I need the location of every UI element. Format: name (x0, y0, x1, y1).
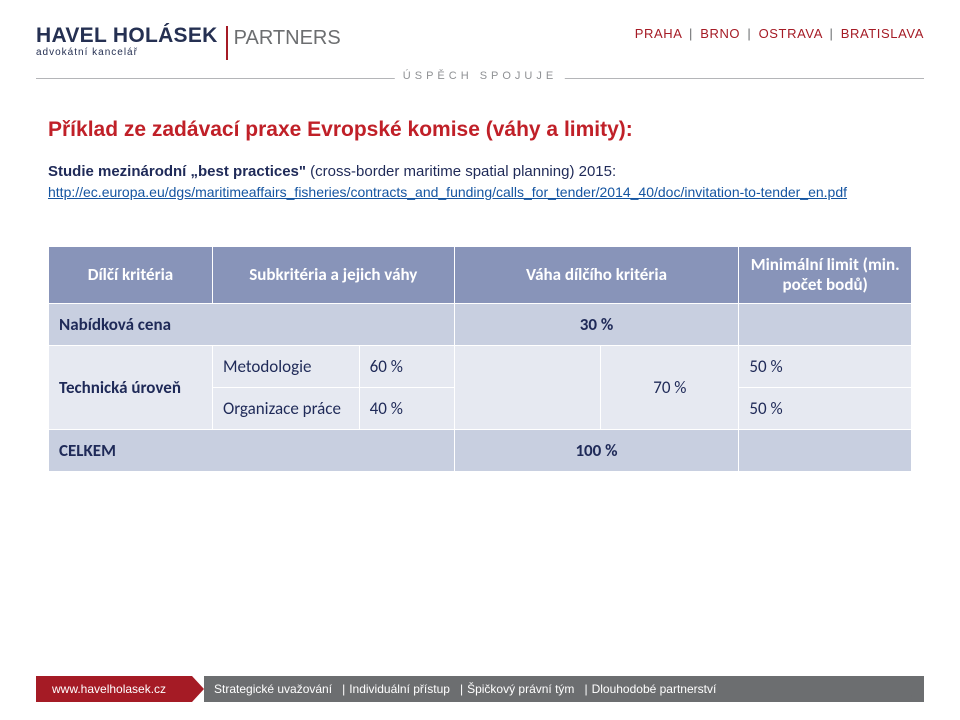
cell-min2: 50 % (739, 387, 912, 429)
study-prefix: Studie mezinárodní (48, 163, 191, 180)
page-number: 5 (909, 690, 916, 704)
cell-nabidka-empty (739, 303, 912, 345)
header-cities: PRAHA | BRNO | OSTRAVA | BRATISLAVA (635, 26, 924, 41)
city-sep: | (747, 26, 751, 41)
table-header-row: Dílčí kritéria Subkritéria a jejich váhy… (49, 247, 912, 303)
row-nabidkova-cena: Nabídková cena 30 % (49, 303, 912, 345)
footer-value: Dlouhodobé partnerství (592, 682, 717, 696)
cell-sub1-w: 60 % (359, 345, 454, 387)
cell-sub1-name: Metodologie (212, 345, 359, 387)
footer-value: Špičkový právní tým (467, 682, 574, 696)
criteria-table: Dílčí kritéria Subkritéria a jejich váhy… (48, 246, 912, 471)
cell-nabidka-weight: 30 % (454, 303, 739, 345)
footer-sep: | (460, 682, 463, 696)
th-col1: Dílčí kritéria (49, 247, 213, 303)
logo-subtitle: advokátní kancelář (36, 47, 218, 58)
footer-chevron-icon (192, 676, 204, 702)
city: BRATISLAVA (841, 26, 924, 41)
row-total: CELKEM 100 % (49, 429, 912, 471)
row-tech-1: Technická úroveň Metodologie 60 % 70 % 5… (49, 345, 912, 387)
cell-sub2-w: 40 % (359, 387, 454, 429)
footer-value: Strategické uvažování (214, 682, 332, 696)
footer-value: Individuální přístup (349, 682, 450, 696)
cell-total-empty (739, 429, 912, 471)
cell-nabidka-label: Nabídková cena (49, 303, 455, 345)
cell-sub2-name: Organizace práce (212, 387, 359, 429)
source-link[interactable]: http://ec.europa.eu/dgs/maritimeaffairs_… (48, 184, 847, 200)
study-quoted: „best practices" (191, 163, 307, 180)
city-sep: | (829, 26, 833, 41)
cell-tech-gap (454, 345, 601, 429)
cell-total-value: 100 % (454, 429, 739, 471)
cell-tech-label: Technická úroveň (49, 345, 213, 429)
page-title: Příklad ze zadávací praxe Evropské komis… (48, 118, 912, 142)
cell-tech-weight: 70 % (601, 345, 739, 429)
logo-divider (226, 26, 228, 60)
cell-total-label: CELKEM (49, 429, 455, 471)
footer: www.havelholasek.cz Strategické uvažován… (0, 676, 960, 702)
city-sep: | (689, 26, 693, 41)
th-col4: Minimální limit (min. počet bodů) (739, 247, 912, 303)
logo-partners: PARTNERS (234, 27, 341, 50)
city: PRAHA (635, 26, 682, 41)
footer-url[interactable]: www.havelholasek.cz (36, 676, 192, 702)
study-paragraph: Studie mezinárodní „best practices" (cro… (48, 162, 912, 183)
th-col3: Váha dílčího kritéria (454, 247, 739, 303)
footer-values: Strategické uvažování | Individuální pří… (204, 676, 924, 702)
slogan-text: ÚSPĚCH SPOJUJE (395, 70, 565, 82)
footer-sep: | (342, 682, 345, 696)
study-suffix: (cross-border maritime spatial planning)… (306, 163, 616, 180)
th-col2: Subkritéria a jejich váhy (212, 247, 454, 303)
footer-sep: | (584, 682, 587, 696)
cell-min1: 50 % (739, 345, 912, 387)
city: OSTRAVA (759, 26, 823, 41)
city: BRNO (700, 26, 740, 41)
logo-company-name: HAVEL HOLÁSEK (36, 24, 218, 48)
